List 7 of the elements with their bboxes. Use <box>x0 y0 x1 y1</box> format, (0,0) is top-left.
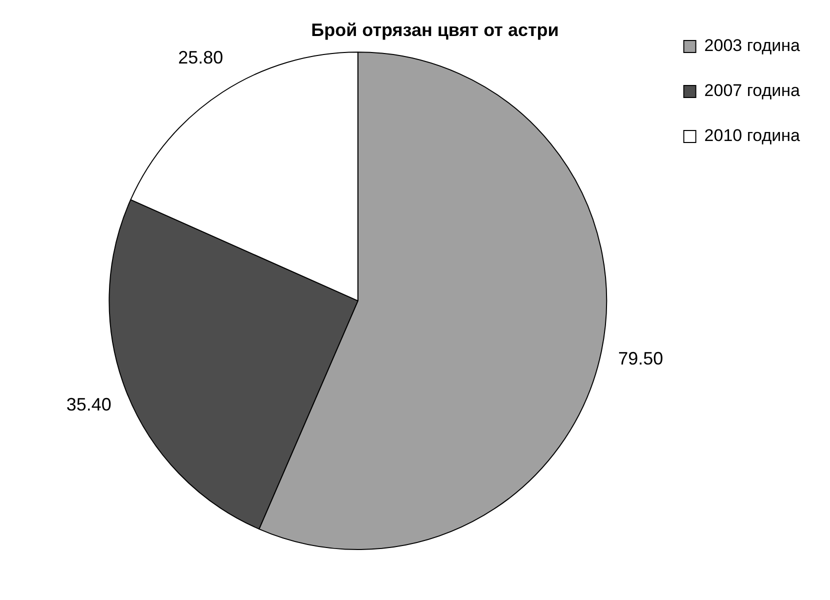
data-label: 25.80 <box>178 48 224 68</box>
legend-label: 2010 година <box>704 126 801 146</box>
data-label: 35.40 <box>66 394 112 415</box>
data-label: 79.50 <box>618 348 664 368</box>
legend-label: 2007 година <box>704 81 801 100</box>
legend-label: 2003 година <box>704 36 801 56</box>
chart-title: Брой отрязан цвят от астри <box>311 20 559 40</box>
